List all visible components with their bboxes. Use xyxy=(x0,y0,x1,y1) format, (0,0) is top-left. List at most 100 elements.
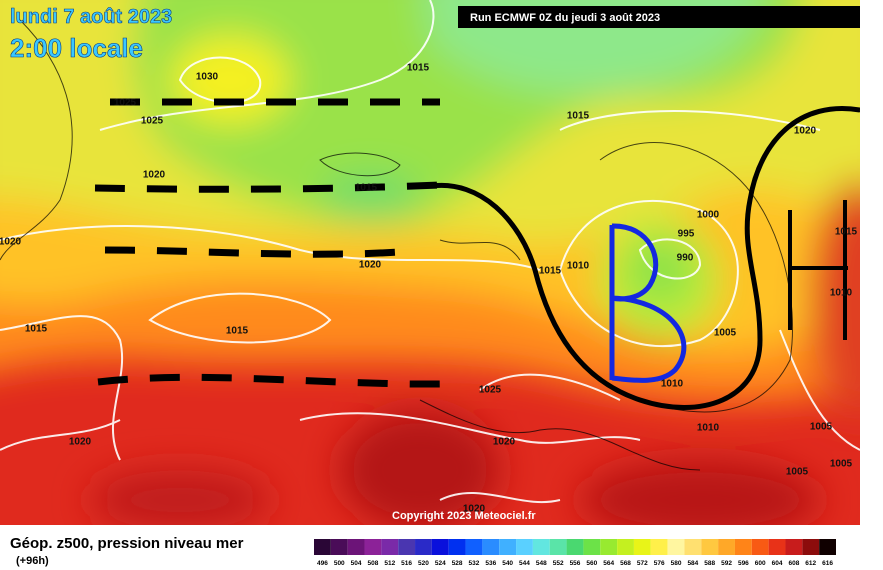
scale-swatch xyxy=(314,539,331,555)
scale-label: 556 xyxy=(570,560,581,567)
scale-label: 564 xyxy=(603,560,614,567)
scale-swatch xyxy=(566,539,584,555)
scale-swatch xyxy=(785,539,803,555)
isobar-label: 1015 xyxy=(567,111,590,122)
scale-swatch xyxy=(600,539,618,555)
scale-swatch xyxy=(482,539,500,555)
isobar-label: 1020 xyxy=(794,126,817,137)
scale-swatch xyxy=(549,539,567,555)
scale-label: 500 xyxy=(334,560,345,567)
isobar-label: 1005 xyxy=(810,422,833,433)
isobar-label: 1020 xyxy=(493,437,516,448)
isobar-label: 1005 xyxy=(830,459,853,470)
isobar-label: 1015 xyxy=(226,326,249,337)
color-scale: 496 500 504 508 512 516 520 524 528 532 536 540 544 5… xyxy=(314,539,836,567)
scale-label: 540 xyxy=(502,560,513,567)
isobar-label: 1020 xyxy=(359,260,382,271)
scale-label: 584 xyxy=(687,560,698,567)
scale-swatch xyxy=(667,539,685,555)
time: 2:00 locale xyxy=(10,33,143,63)
scale-label: 552 xyxy=(553,560,564,567)
isobar-label: 1020 xyxy=(0,237,22,248)
scale-label: 612 xyxy=(805,560,816,567)
scale-swatch xyxy=(415,539,432,555)
scale-label: 576 xyxy=(654,560,665,567)
scale-label: 560 xyxy=(586,560,597,567)
isobar-label: 1010 xyxy=(830,288,853,299)
scale-label: 588 xyxy=(704,560,715,567)
isobar-label: 1015 xyxy=(539,266,562,277)
isobar-label: 1025 xyxy=(479,385,502,396)
scale-label: 496 xyxy=(317,560,328,567)
scale-label: 580 xyxy=(671,560,682,567)
scale-swatch xyxy=(734,539,752,555)
isobar-label: 1015 xyxy=(25,324,48,335)
isobar-label: 1010 xyxy=(697,423,720,434)
scale-swatch xyxy=(819,539,836,555)
isobar-label: 1015 xyxy=(407,63,430,74)
scale-label: 504 xyxy=(351,560,362,567)
copyright: Copyright 2023 Meteociel.fr xyxy=(392,510,536,522)
scale-label: 544 xyxy=(519,560,530,567)
isobar-label: 1025 xyxy=(141,116,164,127)
scale-label: 508 xyxy=(368,560,379,567)
scale-swatch xyxy=(701,539,719,555)
scale-swatch xyxy=(516,539,533,555)
scale-swatch xyxy=(330,539,348,555)
scale-swatch xyxy=(684,539,702,555)
run-banner xyxy=(458,6,860,28)
scale-swatch xyxy=(364,539,382,555)
isobar-label: 1010 xyxy=(567,261,590,272)
scale-label: 548 xyxy=(536,560,547,567)
isobar-label: 1000 xyxy=(697,210,720,221)
legend-title: Géop. z500, pression niveau mer xyxy=(10,535,244,552)
scale-label: 516 xyxy=(401,560,412,567)
scale-label: 524 xyxy=(435,560,446,567)
scale-label: 512 xyxy=(384,560,395,567)
scale-label: 568 xyxy=(620,560,631,567)
isobar-label: 1025 xyxy=(114,98,137,109)
run-info: Run ECMWF 0Z du jeudi 3 août 2023 xyxy=(470,12,660,24)
scale-swatch xyxy=(768,539,786,555)
scale-label: 532 xyxy=(469,560,480,567)
isobar-label: 1020 xyxy=(69,437,92,448)
scale-swatch xyxy=(583,539,601,555)
scale-label: 616 xyxy=(822,560,833,567)
scale-swatch xyxy=(398,539,416,555)
scale-label: 592 xyxy=(721,560,732,567)
scale-label: 572 xyxy=(637,560,648,567)
scale-label: 528 xyxy=(452,560,463,567)
scale-label: 604 xyxy=(772,560,783,567)
isobar-label: 1005 xyxy=(714,328,737,339)
legend-subtitle: (+96h) xyxy=(16,555,49,567)
scale-swatch xyxy=(718,539,735,555)
scale-swatch xyxy=(347,539,365,555)
scale-label: 596 xyxy=(738,560,749,567)
isobar-label: 1030 xyxy=(196,72,219,83)
scale-swatch xyxy=(499,539,517,555)
isobar-label: 1015 xyxy=(355,183,378,194)
scale-swatch xyxy=(650,539,668,555)
isobar-label: 1005 xyxy=(786,467,809,478)
scale-label: 536 xyxy=(485,560,496,567)
isobar-label: 1020 xyxy=(143,170,166,181)
scale-swatch xyxy=(802,539,820,555)
isobar-label: 990 xyxy=(677,253,694,264)
scale-label: 520 xyxy=(418,560,429,567)
scale-swatch xyxy=(431,539,449,555)
scale-swatch xyxy=(633,539,651,555)
scale-swatch xyxy=(617,539,634,555)
scale-swatch xyxy=(532,539,550,555)
isobar-label: 1010 xyxy=(661,379,684,390)
scale-label: 600 xyxy=(755,560,766,567)
scale-swatch xyxy=(751,539,769,555)
isobar-label: 1020 xyxy=(463,504,486,515)
scale-swatch xyxy=(465,539,483,555)
isobar-label: 1015 xyxy=(835,227,858,238)
date: lundi 7 août 2023 xyxy=(10,6,172,28)
isobar-label: 995 xyxy=(678,229,695,240)
scale-swatch xyxy=(448,539,466,555)
